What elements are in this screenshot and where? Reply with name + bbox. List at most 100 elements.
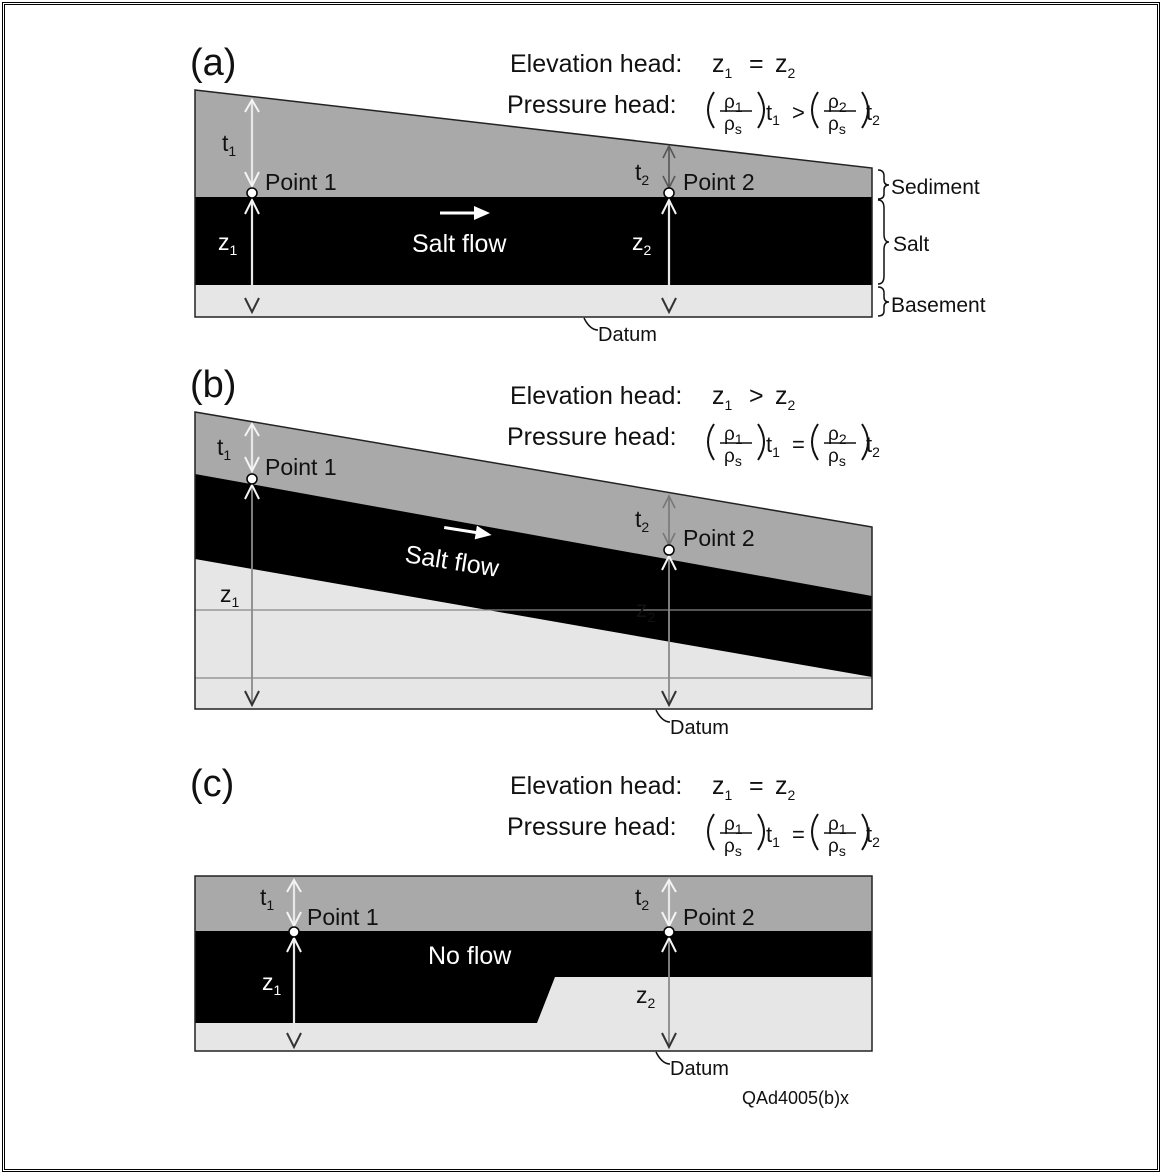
panel-b-z2: z2 [775, 382, 796, 413]
panel-c-sediment-layer [195, 876, 872, 931]
panel-a-z1-label: z1 [218, 229, 238, 258]
panel-b-pressure-head-label: Pressure head: [507, 423, 677, 451]
panel-c-t1: t1 [260, 884, 274, 913]
panel-b-datum: Datum [670, 717, 729, 739]
panel-c-pressure-relation: = [792, 822, 805, 847]
panel-a-pressure-head-label: Pressure head: [507, 91, 677, 119]
panel-b-point2-marker [663, 544, 675, 556]
panel-b-t2: t2 [635, 506, 649, 535]
panel-c-datum-leader [655, 1051, 671, 1065]
svg-text:ρ1: ρ1 [828, 814, 847, 837]
panel-c-point2-t-arrow [661, 879, 677, 929]
panel-b-z2-label: z2 [636, 596, 656, 625]
panel-a-salt-bracket [877, 199, 890, 285]
panel-c-basement-high [537, 977, 872, 1023]
panel-a-salt-label: Salt [893, 233, 929, 256]
svg-text:t1: t1 [766, 822, 780, 850]
panel-a-z2-label: z2 [632, 229, 652, 258]
panel-a-datum-leader [583, 317, 599, 331]
panel-a-point2-marker [663, 187, 675, 199]
panel-a-point1-marker [246, 187, 258, 199]
panel-c-basement-layer [195, 1023, 872, 1051]
panel-b-pressure-relation: = [792, 432, 805, 457]
panel-a-pressure-formula: ρ1 ρs t1 > ρ2 ρs t2 [707, 91, 880, 137]
svg-text:ρs: ρs [724, 446, 742, 469]
figure-code: QAd4005(b)x [742, 1088, 849, 1108]
panel-c-point1-label: Point 1 [307, 904, 379, 930]
svg-text:t2: t2 [866, 822, 880, 850]
panel-b-z1: z1 [712, 382, 733, 413]
svg-text:ρs: ρs [828, 114, 846, 137]
panel-a-point1-t-arrow [244, 99, 260, 189]
panel-b-point2-label: Point 2 [683, 525, 755, 551]
panel-c-point2-z-arrow [661, 935, 677, 1050]
panel-a-flow-label: Salt flow [412, 230, 507, 258]
svg-text:ρ1: ρ1 [724, 814, 743, 837]
panel-c-flow-label: No flow [428, 942, 512, 970]
panel-a-point1-z-arrow [244, 197, 260, 315]
panel-b-t1: t1 [217, 434, 231, 463]
svg-text:ρs: ρs [724, 836, 742, 859]
svg-text:ρ2: ρ2 [828, 424, 847, 447]
panel-a-t2: t2 [635, 159, 649, 188]
panel-c-point1-t-arrow [286, 879, 302, 929]
svg-text:ρs: ρs [828, 446, 846, 469]
panel-b-elevation-relation: > [749, 382, 764, 410]
panel-a-sediment-label: Sediment [891, 176, 980, 199]
panel-b-lower-basement [195, 678, 872, 709]
panel-c-point2-marker [663, 926, 675, 938]
panel-a-t1: t1 [222, 130, 236, 159]
panel-b-pressure-formula: ρ1 ρs t1 = ρ2 ρs t2 [707, 423, 880, 469]
svg-text:t2: t2 [866, 432, 880, 460]
svg-text:ρ2: ρ2 [828, 92, 847, 115]
panel-a-basement-bracket [877, 286, 890, 317]
svg-text:t2: t2 [866, 100, 880, 128]
panel-a-sediment-bracket [877, 169, 890, 200]
panel-a-z1: z1 [712, 50, 733, 81]
panel-c-z1: z1 [712, 772, 733, 803]
svg-text:ρ1: ρ1 [724, 424, 743, 447]
panel-b-datum-leader [655, 709, 671, 723]
panel-b-point1-t-arrow [244, 423, 260, 474]
panel-a-datum: Datum [598, 324, 657, 346]
panel-a-sediment-layer [195, 90, 872, 197]
panel-c-tag: (c) [190, 763, 234, 805]
panel-a-basement-label: Basement [891, 294, 986, 317]
panel-c-point1-marker [288, 926, 300, 938]
panel-c-elevation-head-label: Elevation head: [510, 772, 682, 800]
panel-a-z2: z2 [775, 50, 796, 81]
svg-text:ρs: ρs [828, 836, 846, 859]
panel-a-tag: (a) [190, 42, 236, 84]
panel-b-z1-label: z1 [220, 581, 240, 610]
panel-a-salt-layer [195, 197, 872, 285]
panel-b-point1-marker [246, 473, 258, 485]
panel-c-z2-label: z2 [636, 982, 656, 1011]
svg-text:ρs: ρs [724, 114, 742, 137]
panel-b-tag: (b) [190, 364, 236, 406]
svg-text:ρ1: ρ1 [724, 92, 743, 115]
panel-c-point1-z-arrow [286, 935, 302, 1050]
panel-c-pressure-formula: ρ1 ρs t1 = ρ1 ρs t2 [707, 813, 880, 859]
panel-c-point2-label: Point 2 [683, 904, 755, 930]
panel-b-elevation-head-label: Elevation head: [510, 382, 682, 410]
panel-b-flow-arrow-icon [443, 525, 492, 540]
panel-a-flow-arrow-icon [440, 206, 490, 220]
panel-c-t2: t2 [635, 884, 649, 913]
panel-c-pressure-head-label: Pressure head: [507, 813, 677, 841]
panel-a-basement-layer [195, 285, 872, 317]
panel-a-elevation-relation: = [749, 50, 764, 78]
panel-a-point1-label: Point 1 [265, 169, 337, 195]
svg-text:t1: t1 [766, 432, 780, 460]
panel-b-point1-label: Point 1 [265, 454, 337, 480]
panel-b: (b) Elevation head: z1 > z2 Pressure hea… [190, 364, 880, 739]
panel-a-elevation-head-label: Elevation head: [510, 50, 682, 78]
panel-c-z2: z2 [775, 772, 796, 803]
panel-a: (a) Elevation head: z1 = z2 Pressure hea… [190, 42, 986, 346]
panel-b-point2-z-arrow [661, 553, 677, 708]
panel-c: (c) Elevation head: z1 = z2 Pressure hea… [190, 763, 880, 1080]
svg-text:t1: t1 [766, 100, 780, 128]
panel-c-datum: Datum [670, 1058, 729, 1080]
panel-b-point1-z-arrow [244, 482, 260, 708]
